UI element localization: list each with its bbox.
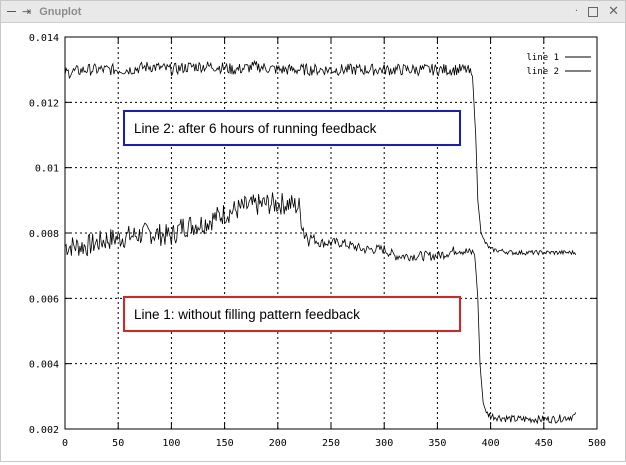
x-tick-label: 200 xyxy=(269,438,287,449)
x-axis-ticks: 0 50 100 150 200 250 300 350 400 450 500 xyxy=(62,37,606,449)
x-tick-label: 400 xyxy=(482,438,500,449)
menu-dot-icon[interactable]: · xyxy=(574,5,579,17)
x-tick-label: 100 xyxy=(162,438,180,449)
pin-icon[interactable]: ⇥ xyxy=(22,5,32,18)
x-tick-label: 450 xyxy=(535,438,553,449)
maximize-icon[interactable] xyxy=(588,6,599,17)
grid-layer xyxy=(65,37,597,429)
window-title: Gnuplot xyxy=(39,5,82,18)
legend-label: line 1 xyxy=(526,53,559,63)
gnuplot-chart: 0 50 100 150 200 250 300 350 400 450 500 0.0020.00… xyxy=(29,33,606,449)
close-icon[interactable]: ✕ xyxy=(608,4,619,19)
annotation-box xyxy=(123,296,461,332)
title-bar[interactable]: ⇥ Gnuplot · ✕ xyxy=(1,1,625,23)
minimize-line-icon[interactable] xyxy=(7,11,16,12)
x-tick-label: 150 xyxy=(216,438,234,449)
x-tick-label: 500 xyxy=(588,438,606,449)
y-axis-ticks: 0.002 0.004 0.006 0.008 0.01 0.012 0.014 xyxy=(29,33,597,436)
x-tick-label: 350 xyxy=(428,438,446,449)
title-bar-right-controls: · ✕ xyxy=(575,1,619,22)
y-tick-label: 0.014 xyxy=(29,33,59,44)
series-layer xyxy=(64,59,577,425)
legend-label: line 2 xyxy=(526,67,559,77)
x-tick-label: 250 xyxy=(322,438,340,449)
y-tick-label: 0.004 xyxy=(29,360,59,371)
plot-area: 0 50 100 150 200 250 300 350 400 450 500 0.002 0.00… xyxy=(1,23,625,461)
title-bar-left-controls: ⇥ Gnuplot xyxy=(1,6,81,18)
x-tick-label: 50 xyxy=(112,438,124,449)
annotation-text: Line 1: without filling pattern feedback xyxy=(134,307,360,322)
y-tick-label: 0.008 xyxy=(29,229,59,240)
series-line-1 xyxy=(64,192,577,425)
y-tick-label: 0.01 xyxy=(35,164,59,175)
legend: line 1 line 2 xyxy=(526,53,591,77)
y-tick-label: 0.002 xyxy=(29,425,59,436)
x-tick-label: 0 xyxy=(62,438,68,449)
x-tick-label: 300 xyxy=(375,438,393,449)
y-tick-label: 0.012 xyxy=(29,98,59,109)
y-tick-label: 0.006 xyxy=(29,294,59,305)
annotation-box xyxy=(123,110,461,146)
series-line-2 xyxy=(64,59,577,256)
annotations: Line 2: after 6 hours of running feedbac… xyxy=(123,110,461,332)
annotation-text: Line 2: after 6 hours of running feedbac… xyxy=(134,121,377,136)
